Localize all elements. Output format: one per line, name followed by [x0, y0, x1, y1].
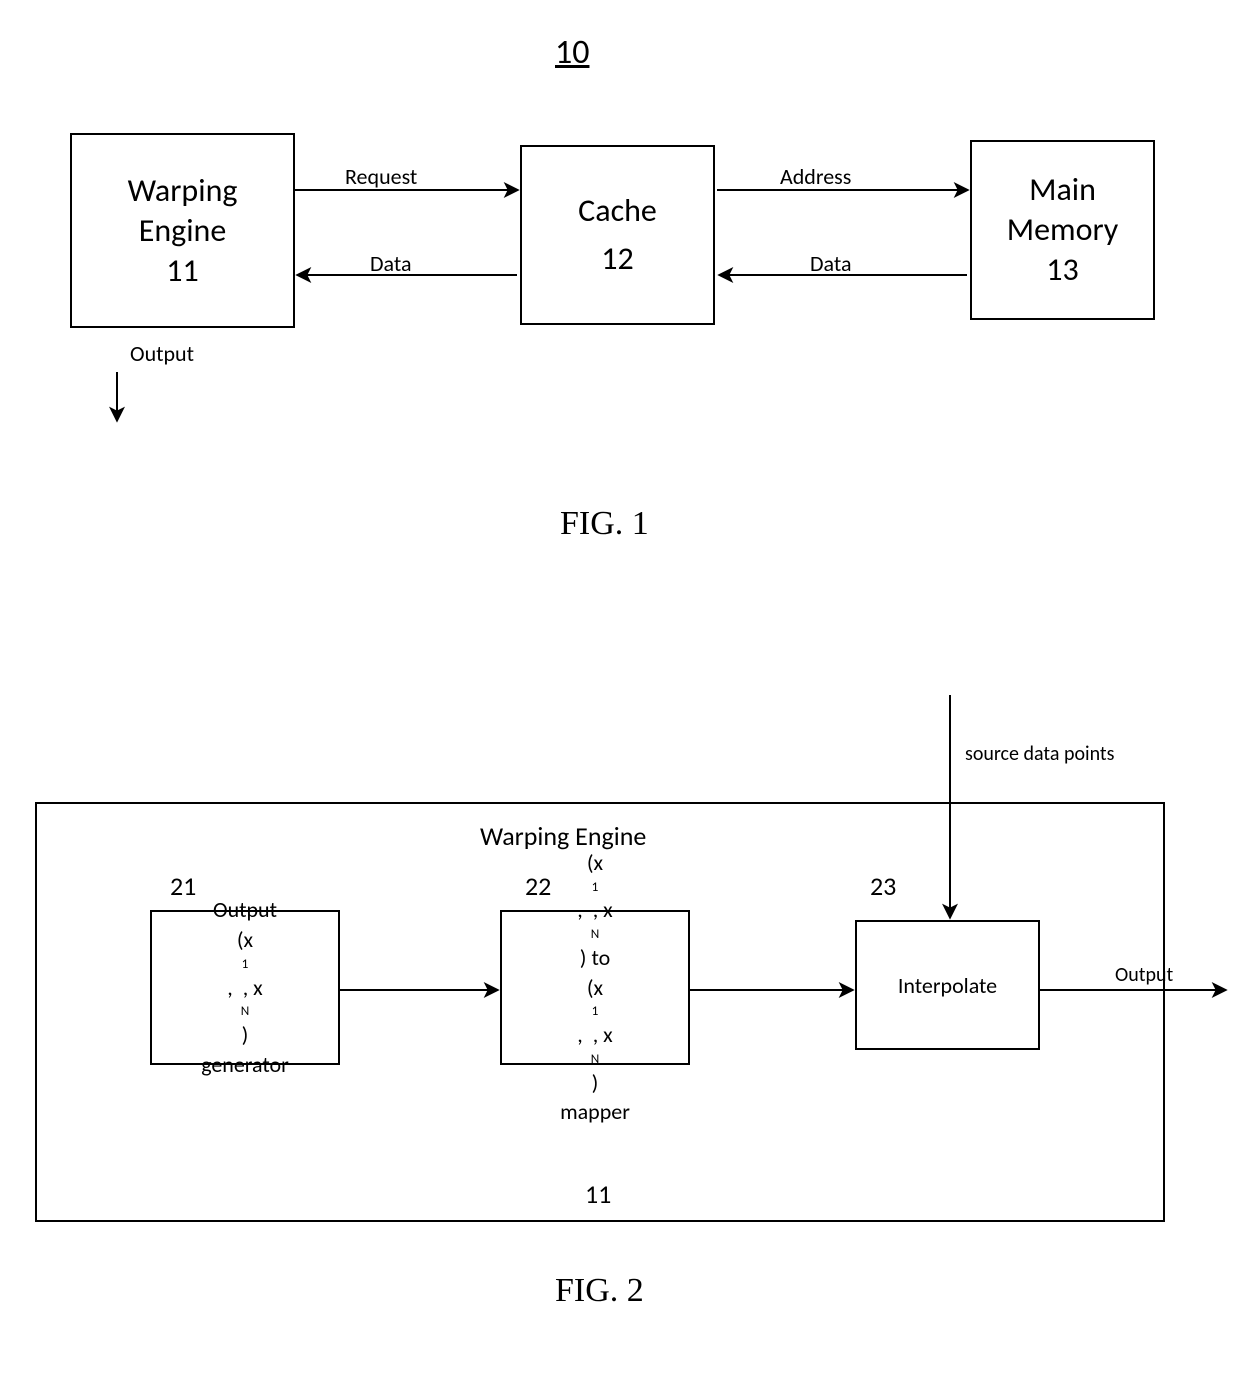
box-text: (x1, , xN) [577, 973, 612, 1098]
arrow-label: Output [1115, 963, 1173, 987]
box-main-memory: Main Memory 13 [970, 140, 1155, 320]
arrow-label: Output [130, 340, 194, 367]
box-mapper: (x1, , xN) to (x1, , xN) mapper [500, 910, 690, 1065]
box-text: Output [213, 895, 277, 925]
box-interpolate: Interpolate [855, 920, 1040, 1050]
box-text: (x1, , xN) [227, 925, 262, 1050]
box-text: mapper [560, 1097, 630, 1127]
box-id: 12 [601, 235, 633, 283]
box-text: (x1, , xN) to [577, 848, 612, 973]
fig2-container-id: 11 [585, 1178, 611, 1210]
box-num-22: 22 [525, 870, 551, 902]
arrow-label: Request [345, 163, 417, 190]
box-generator: Output (x1, , xN) generator [150, 910, 340, 1065]
diagram-canvas: 10 Warping Engine 11 Cache 12 Main Memor… [0, 0, 1240, 1373]
box-cache: Cache 12 [520, 145, 715, 325]
box-warping-engine: Warping Engine 11 [70, 133, 295, 328]
box-text: Warping [128, 171, 238, 211]
arrow-label: Address [780, 163, 851, 190]
fig2-caption: FIG. 2 [555, 1272, 644, 1310]
arrow-label: Data [370, 250, 412, 277]
box-text: generator [201, 1050, 289, 1080]
box-num-23: 23 [870, 870, 896, 902]
box-text: Main [1029, 170, 1096, 210]
box-num-21: 21 [170, 870, 196, 902]
box-text: Interpolate [898, 972, 997, 999]
fig1-caption: FIG. 1 [560, 505, 649, 543]
box-id: 13 [1046, 250, 1078, 290]
fig1-title: 10 [555, 32, 589, 73]
box-text: Cache [578, 187, 657, 235]
box-id: 11 [166, 251, 198, 291]
arrow-label: Data [810, 250, 852, 277]
box-text: Engine [139, 211, 227, 251]
arrow-label: source data points [965, 742, 1114, 766]
fig2-container-title: Warping Engine [480, 820, 646, 852]
box-text: Memory [1007, 210, 1119, 250]
